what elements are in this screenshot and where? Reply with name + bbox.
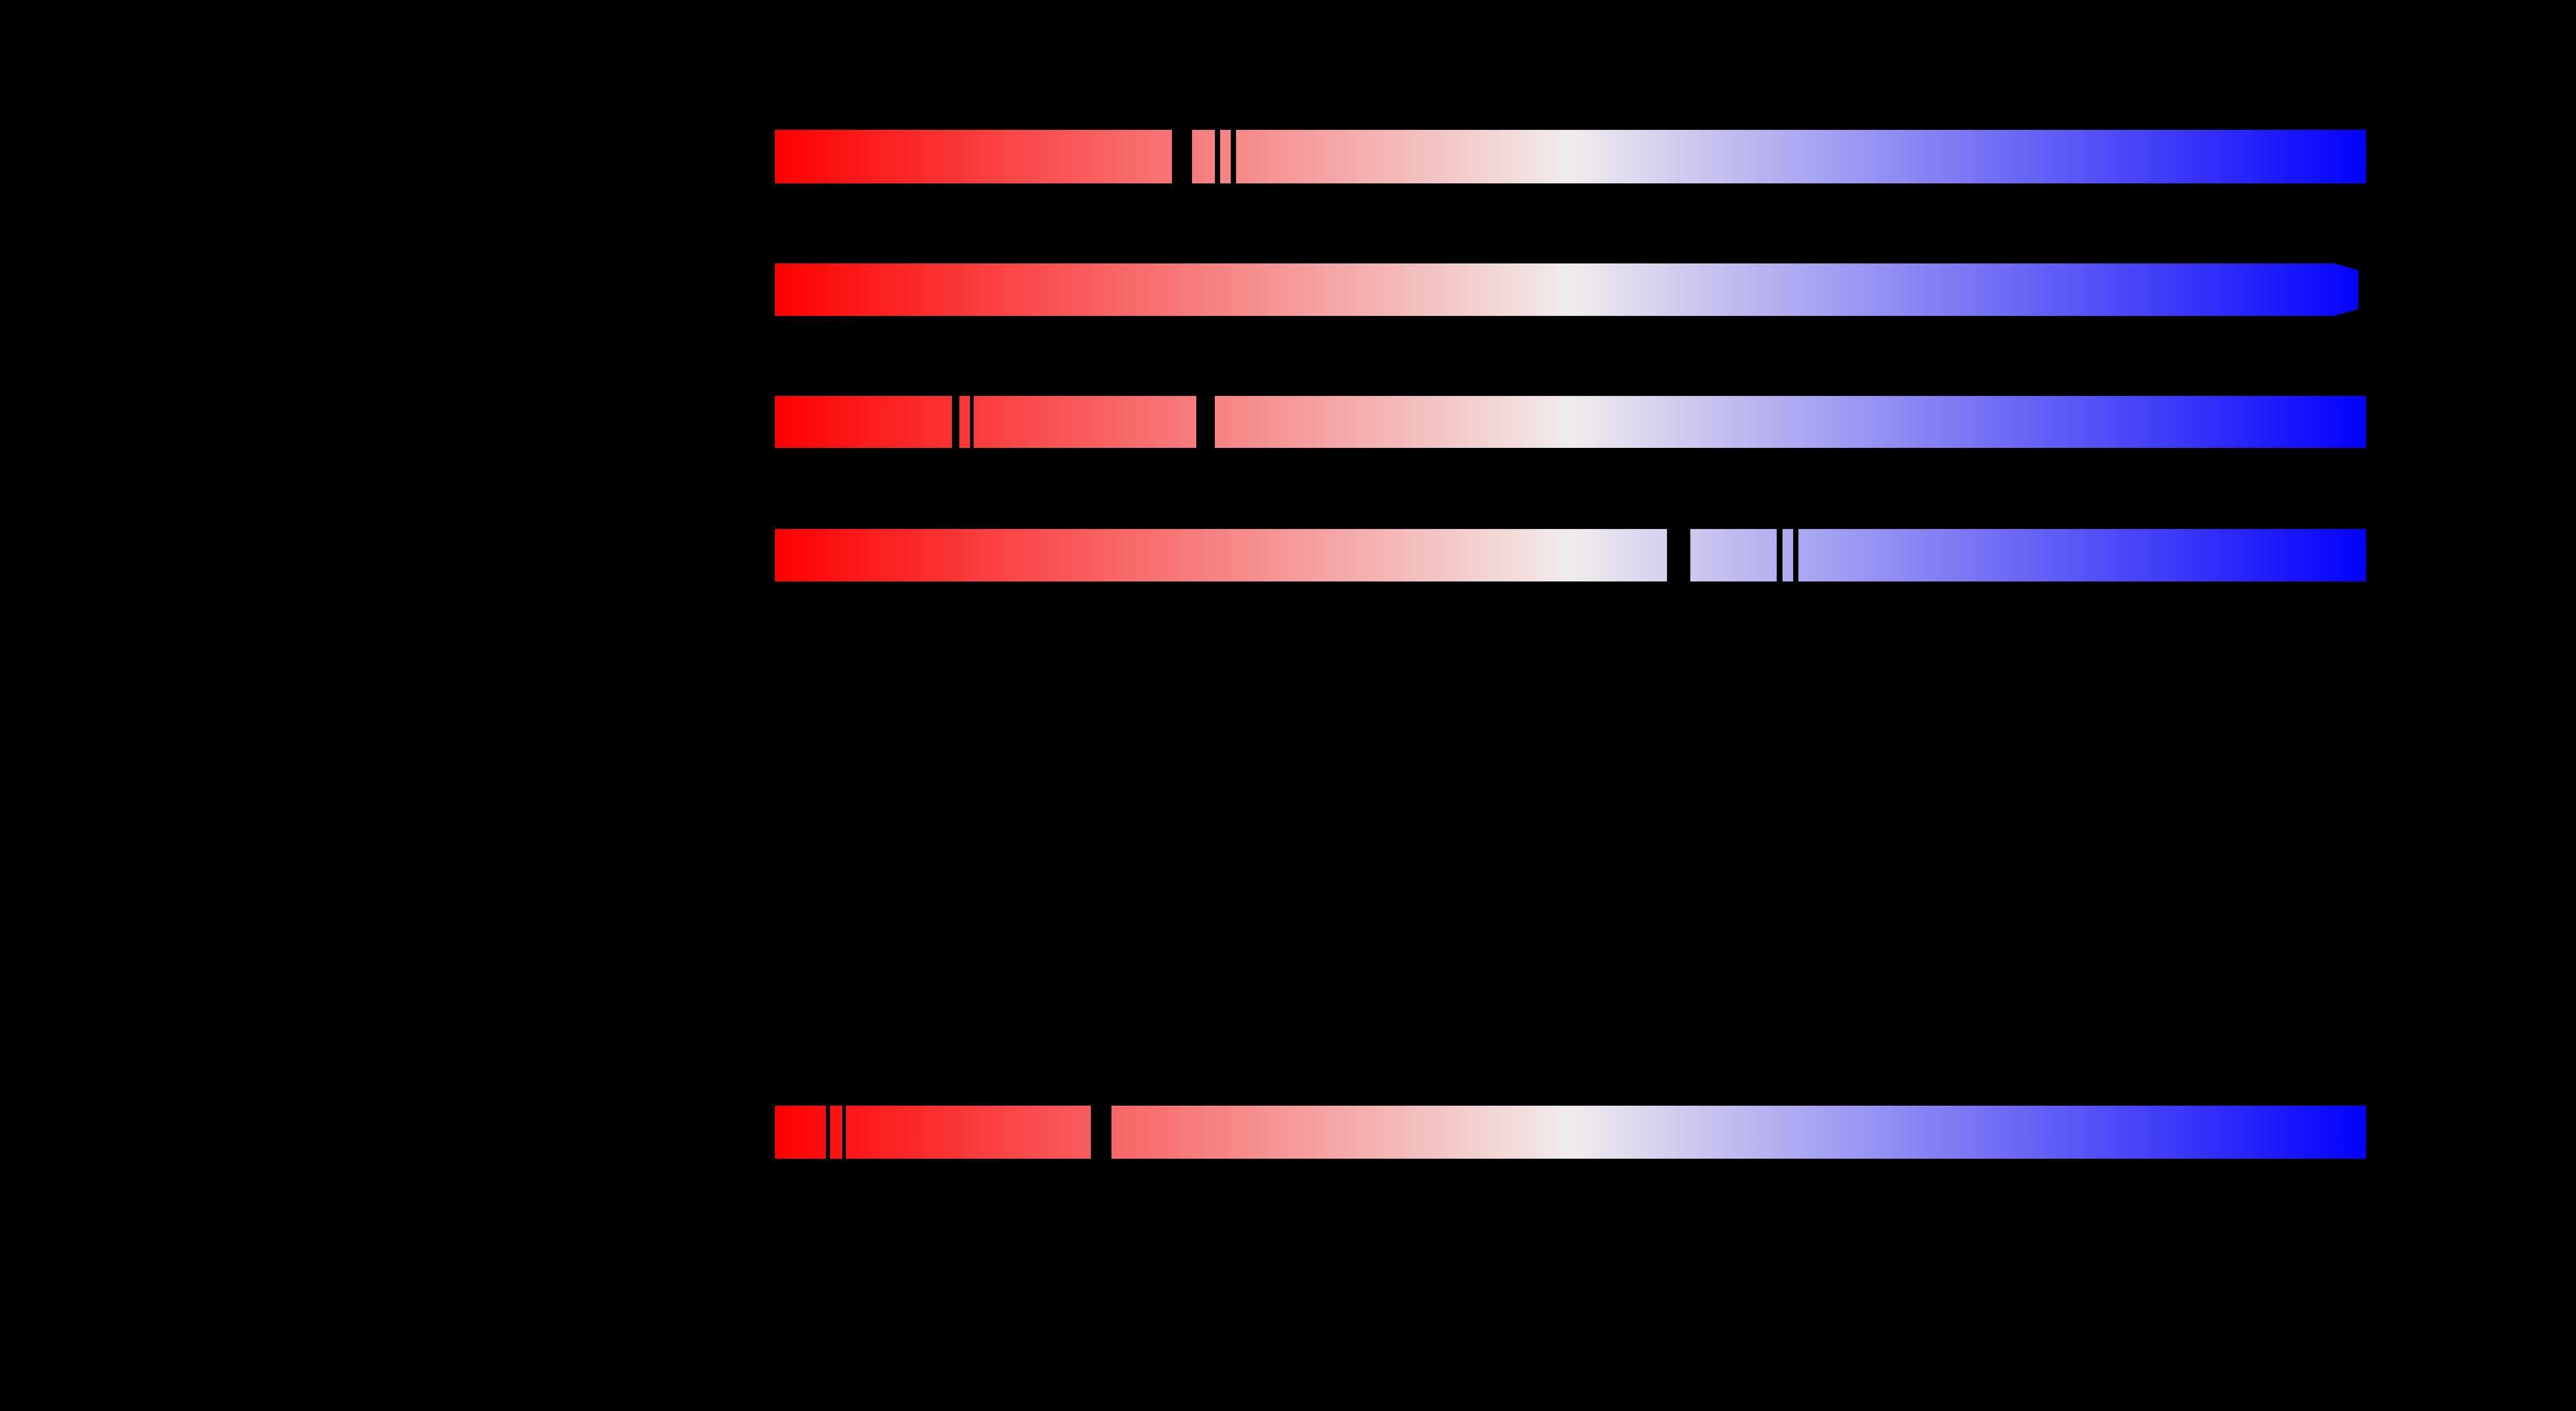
track-5-break-mark: [826, 1106, 830, 1159]
track-3-break-mark: [970, 396, 974, 448]
track-1-break-mark: [1172, 130, 1192, 183]
gradient-track-4: [775, 529, 2366, 581]
track-4-break-mark: [1777, 529, 1783, 581]
track-4-break-mark: [1793, 529, 1798, 581]
gradient-track-5: [775, 1106, 2366, 1159]
track-1-break-mark: [1215, 130, 1220, 183]
track-3-break-mark: [1196, 396, 1215, 448]
track-5-break-mark: [1091, 1106, 1111, 1159]
track-3-break-mark: [952, 396, 959, 448]
gradient-track-1: [775, 130, 2366, 183]
track-4-break-mark: [1667, 529, 1690, 581]
gradient-track-2: [775, 263, 2358, 316]
track-1-break-mark: [1231, 130, 1236, 183]
gradient-track-3: [775, 396, 2366, 448]
track-5-break-mark: [842, 1106, 846, 1159]
